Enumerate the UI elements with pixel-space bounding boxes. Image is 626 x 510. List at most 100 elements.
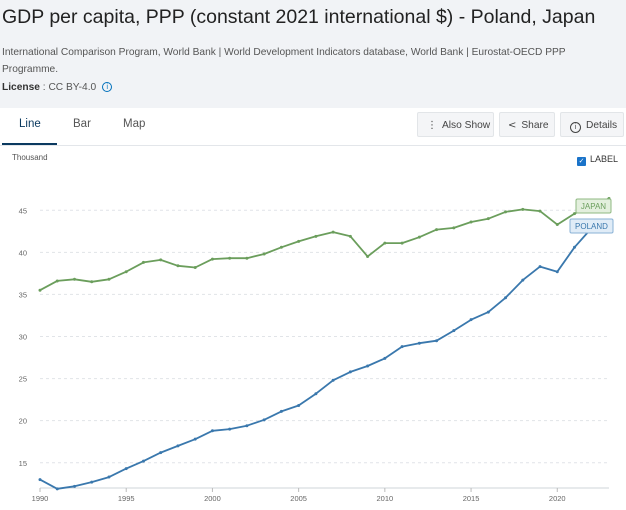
y-axis-label: Thousand	[12, 153, 48, 162]
data-point-japan-2017	[504, 210, 508, 214]
data-point-japan-2012	[417, 235, 421, 239]
also-show-button[interactable]: ⋮ Also Show	[417, 112, 494, 137]
x-tick-label-2010: 2010	[377, 494, 394, 503]
series-line-japan	[39, 197, 610, 291]
data-point-poland-2015	[469, 318, 473, 322]
data-point-japan-2006	[314, 234, 318, 238]
data-point-japan-1998	[176, 264, 180, 268]
data-point-japan-2015	[469, 220, 473, 224]
tab-line[interactable]: Line	[19, 118, 41, 130]
data-point-poland-2020	[555, 270, 559, 274]
header: GDP per capita, PPP (constant 2021 inter…	[0, 0, 626, 108]
y-tick-label-40: 40	[19, 248, 27, 257]
y-tick-label-25: 25	[19, 375, 27, 384]
details-button[interactable]: i Details	[560, 112, 624, 137]
data-point-poland-2012	[417, 341, 421, 345]
data-point-poland-2001	[228, 427, 232, 431]
data-point-japan-2011	[400, 241, 404, 245]
series-label-box-japan	[575, 198, 612, 214]
series-label-box-poland	[569, 218, 614, 234]
series-label-japan: JAPAN	[575, 198, 612, 214]
series-line-poland	[39, 222, 610, 490]
share-button[interactable]: < Share	[499, 112, 555, 137]
y-tick-label-45: 45	[19, 206, 27, 215]
page-title: GDP per capita, PPP (constant 2021 inter…	[2, 6, 596, 28]
x-tick-label-2020: 2020	[549, 494, 566, 503]
data-point-japan-1999	[193, 265, 197, 269]
data-point-poland-2009	[366, 364, 370, 368]
data-point-japan-2013	[435, 228, 439, 232]
data-point-poland-2017	[504, 296, 508, 300]
data-point-poland-1997	[159, 451, 163, 455]
data-point-poland-2005	[297, 404, 301, 408]
tab-bar: Line Bar Map ⋮ Also Show < Share i Details	[0, 108, 626, 146]
chart-panel: Line Bar Map ⋮ Also Show < Share i Details …	[0, 108, 626, 510]
data-point-japan-1996	[141, 260, 145, 264]
x-tick-label-1995: 1995	[118, 494, 135, 503]
data-point-japan-1995	[124, 270, 128, 274]
label-checkbox[interactable]: ✓	[577, 157, 586, 166]
info-icon[interactable]: i	[102, 82, 113, 92]
data-point-poland-2002	[245, 424, 249, 428]
y-tick-label-20: 20	[19, 417, 27, 426]
source-text: International Comparison Program, World …	[2, 47, 566, 75]
data-point-poland-2004	[279, 409, 283, 413]
data-point-poland-1998	[176, 444, 180, 448]
data-point-japan-2007	[331, 230, 335, 234]
data-point-japan-2001	[228, 256, 232, 260]
x-tick-label-2005: 2005	[290, 494, 307, 503]
data-point-japan-2002	[245, 256, 249, 260]
share-label: Share	[521, 120, 549, 131]
data-point-japan-2020	[555, 223, 559, 227]
license: License : CC BY-4.0 i	[2, 82, 113, 93]
series-label-text-japan: JAPAN	[581, 202, 606, 211]
data-point-japan-1990	[38, 288, 42, 292]
data-point-japan-2005	[297, 239, 301, 243]
y-tick-label-30: 30	[19, 333, 27, 342]
y-tick-label-15: 15	[19, 459, 27, 468]
data-point-poland-1999	[193, 437, 197, 441]
data-point-poland-1991	[55, 487, 59, 491]
data-point-poland-2018	[521, 278, 525, 282]
tab-bar-chart[interactable]: Bar	[73, 118, 91, 130]
data-point-poland-2013	[435, 339, 439, 343]
data-point-poland-1993	[90, 480, 94, 484]
data-point-japan-2019	[538, 209, 542, 213]
data-point-japan-2009	[366, 255, 370, 259]
data-point-japan-2016	[486, 217, 490, 221]
x-tick-label-2015: 2015	[463, 494, 480, 503]
series-label-poland: POLAND	[569, 218, 614, 234]
data-point-poland-2003	[262, 418, 266, 422]
active-tab-indicator	[2, 143, 57, 145]
label-toggle[interactable]: ✓ LABEL	[577, 154, 618, 166]
y-tick-label-35: 35	[19, 290, 27, 299]
data-point-japan-2021	[573, 212, 577, 216]
data-point-poland-1995	[124, 467, 128, 471]
license-value: : CC BY-4.0	[39, 82, 97, 93]
data-point-poland-1994	[107, 475, 111, 479]
data-point-japan-2000	[210, 257, 214, 261]
more-vertical-icon: ⋮	[427, 120, 437, 131]
tab-map[interactable]: Map	[123, 118, 146, 130]
data-point-poland-2010	[383, 356, 387, 360]
data-point-poland-2016	[486, 310, 490, 314]
data-point-poland-1990	[38, 478, 42, 482]
data-point-japan-1993	[90, 280, 94, 284]
data-point-japan-1992	[72, 277, 76, 281]
data-point-japan-2010	[383, 241, 387, 245]
license-label: License	[2, 82, 40, 93]
data-point-poland-2000	[210, 429, 214, 433]
data-point-japan-1997	[159, 258, 163, 262]
data-point-japan-2014	[452, 226, 456, 230]
data-point-poland-2008	[348, 370, 352, 374]
also-show-label: Also Show	[442, 120, 491, 131]
data-point-japan-2008	[348, 234, 352, 238]
data-point-poland-1992	[72, 484, 76, 488]
x-tick-label-1990: 1990	[32, 494, 49, 503]
data-point-japan-1991	[55, 279, 59, 283]
data-point-poland-2006	[314, 392, 318, 396]
details-info-icon: i	[570, 122, 581, 133]
details-label: Details	[586, 120, 618, 131]
data-point-japan-2004	[279, 245, 283, 249]
